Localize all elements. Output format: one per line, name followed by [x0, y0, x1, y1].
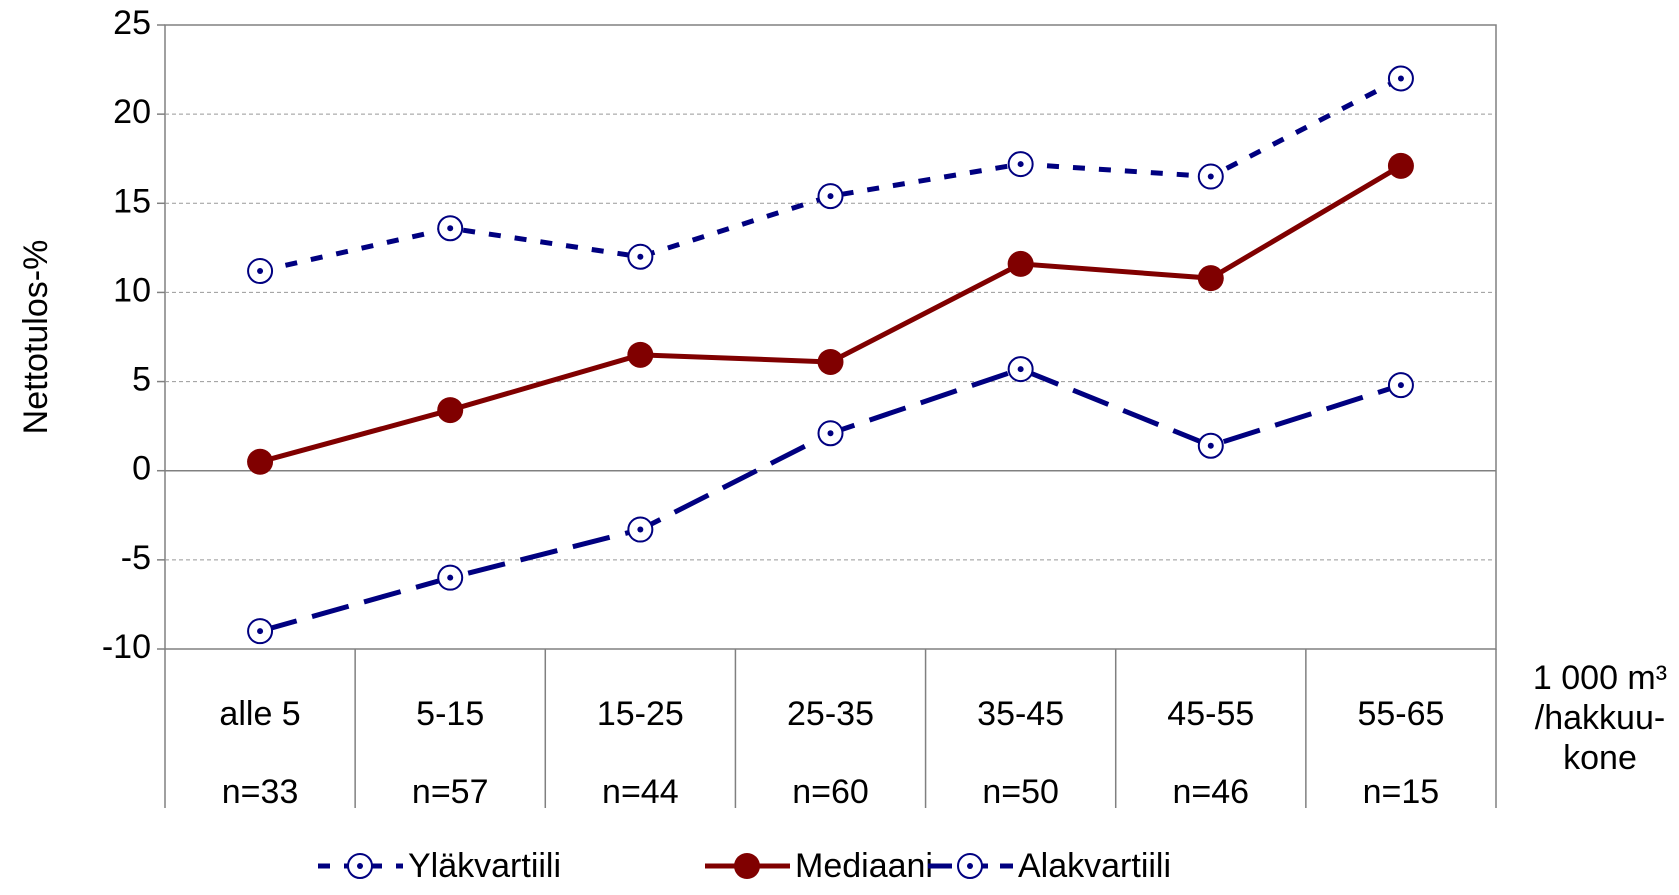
series-line — [259, 76, 1403, 274]
data-point-dot — [1017, 366, 1024, 373]
x-tick-label: 15-25 — [597, 695, 684, 733]
n-label: n=60 — [792, 773, 869, 811]
data-point — [627, 341, 654, 368]
data-point — [247, 448, 274, 475]
data-point-dot — [827, 430, 834, 437]
data-point-dot — [257, 268, 264, 275]
y-tick-label: 0 — [132, 450, 151, 488]
data-point-dot — [447, 574, 454, 581]
x-tick-label: alle 5 — [219, 695, 300, 733]
plot-frame — [164, 24, 1497, 650]
data-point — [437, 397, 464, 424]
data-point — [1007, 250, 1034, 277]
data-point — [817, 348, 844, 375]
data-point-dot — [1397, 75, 1404, 82]
data-point-dot — [1017, 161, 1024, 168]
x-axis-title: 1 000 m³ — [1533, 659, 1667, 697]
data-point — [1197, 265, 1224, 292]
data-point-dot — [637, 526, 644, 533]
n-label: n=46 — [1172, 773, 1249, 811]
x-axis-title: /hakkuu- — [1535, 699, 1665, 737]
data-point — [1387, 152, 1414, 179]
y-tick-label: -5 — [121, 539, 151, 577]
n-label: n=33 — [222, 773, 299, 811]
data-point-dot — [1207, 442, 1214, 449]
data-point-dot — [257, 628, 264, 635]
legend-marker-dot — [357, 863, 363, 869]
y-tick-label: 25 — [113, 4, 151, 42]
n-label: n=15 — [1363, 773, 1440, 811]
y-axis-title: Nettotulos-% — [17, 240, 55, 435]
legend-label: Alakvartiili — [1018, 847, 1171, 885]
legend-marker — [734, 853, 760, 879]
data-point-dot — [637, 253, 644, 260]
legend-marker-dot — [967, 863, 973, 869]
n-label: n=50 — [982, 773, 1059, 811]
data-point-dot — [447, 225, 454, 232]
x-tick-label: 5-15 — [416, 695, 484, 733]
y-tick-label: 20 — [113, 93, 151, 131]
series-line — [259, 366, 1402, 634]
y-tick-label: 5 — [132, 361, 151, 399]
data-point-dot — [1207, 173, 1214, 180]
n-label: n=44 — [602, 773, 679, 811]
data-point-dot — [1397, 382, 1404, 389]
y-tick-label: 15 — [113, 182, 151, 220]
series-line — [259, 163, 1403, 465]
x-tick-label: 45-55 — [1167, 695, 1254, 733]
legend-label: Yläkvartiili — [408, 847, 561, 885]
data-point-dot — [827, 193, 834, 200]
x-axis-title: kone — [1563, 739, 1637, 777]
y-tick-label: -10 — [102, 628, 151, 666]
x-tick-label: 35-45 — [977, 695, 1064, 733]
n-label: n=57 — [412, 773, 489, 811]
x-tick-label: 55-65 — [1357, 695, 1444, 733]
x-tick-label: 25-35 — [787, 695, 874, 733]
legend-label: Mediaani — [795, 847, 933, 885]
y-tick-label: 10 — [113, 271, 151, 309]
